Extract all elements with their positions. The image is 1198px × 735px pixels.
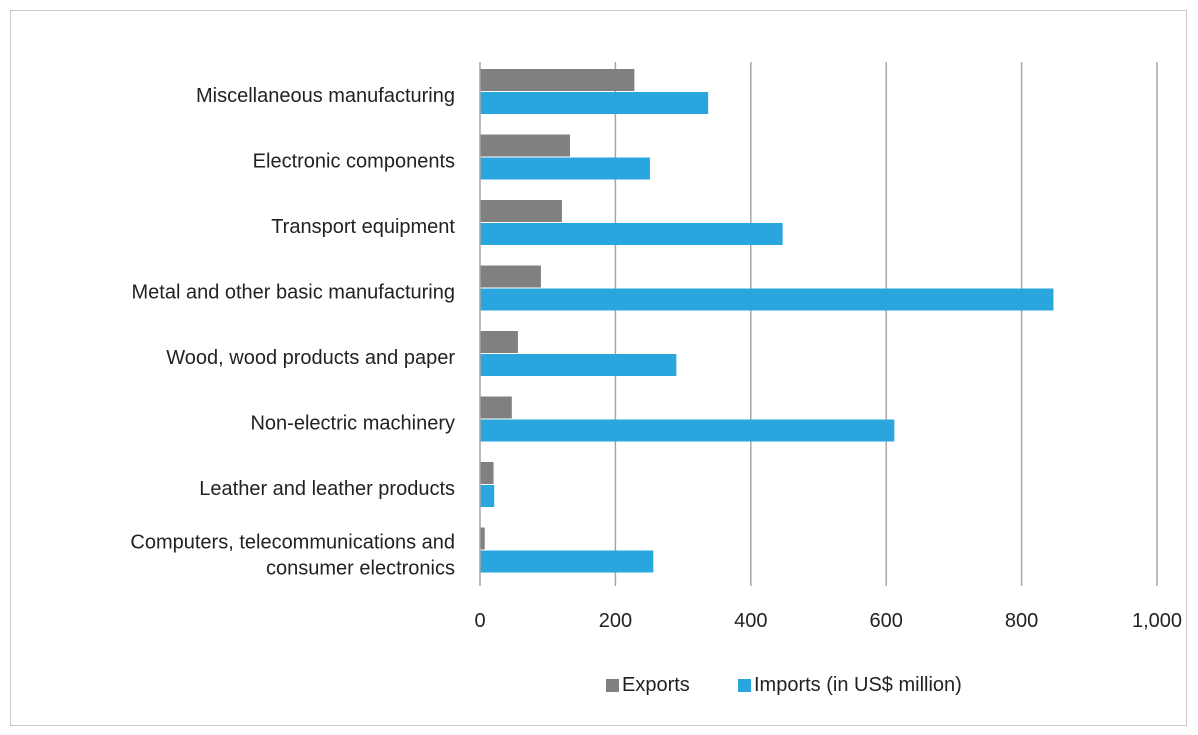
gridlines: [614, 62, 1158, 586]
import-bar: [480, 485, 495, 507]
export-bar: [480, 69, 635, 91]
category-label: Miscellaneous manufacturing: [196, 85, 455, 107]
bars: [480, 69, 1054, 573]
legend-imports-label: Imports (in US$ million): [754, 674, 962, 696]
category-label: Wood, wood products and paper: [166, 347, 455, 369]
x-tick-label: 200: [599, 610, 632, 632]
import-bar: [480, 157, 650, 180]
category-labels: Miscellaneous manufacturing Electronic co…: [130, 85, 455, 580]
legend-imports-swatch: [738, 679, 751, 692]
export-bar: [480, 462, 494, 484]
category-label: Leather and leather products: [199, 478, 455, 500]
x-tick-label: 600: [870, 610, 903, 632]
category-label: consumer electronics: [266, 557, 455, 579]
export-bar: [480, 527, 485, 550]
legend-exports-label: Exports: [622, 674, 690, 696]
export-bar: [480, 200, 562, 222]
import-bar: [480, 92, 709, 114]
category-label: Non-electric machinery: [250, 412, 455, 434]
import-bar: [480, 223, 783, 245]
x-tick-label: 1,000: [1132, 610, 1182, 632]
export-bar: [480, 134, 571, 157]
legend-exports-swatch: [606, 679, 619, 692]
category-label: Metal and other basic manufacturing: [131, 281, 455, 303]
legend: Exports Imports (in US$ million): [606, 674, 962, 696]
x-tick-label: 800: [1005, 610, 1038, 632]
import-bar: [480, 288, 1054, 311]
x-tick-label: 0: [474, 610, 485, 632]
import-bar: [480, 354, 677, 376]
import-bar: [480, 419, 895, 442]
export-bar: [480, 396, 512, 419]
category-label: Computers, telecommunications and: [130, 531, 455, 553]
category-label: Electronic components: [253, 150, 455, 172]
export-bar: [480, 265, 541, 288]
category-label: Transport equipment: [271, 216, 455, 238]
x-tick-label: 400: [734, 610, 767, 632]
x-axis-tick-labels: 0 200 400 600 800 1,000: [474, 610, 1182, 632]
export-bar: [480, 331, 518, 353]
import-bar: [480, 550, 654, 573]
